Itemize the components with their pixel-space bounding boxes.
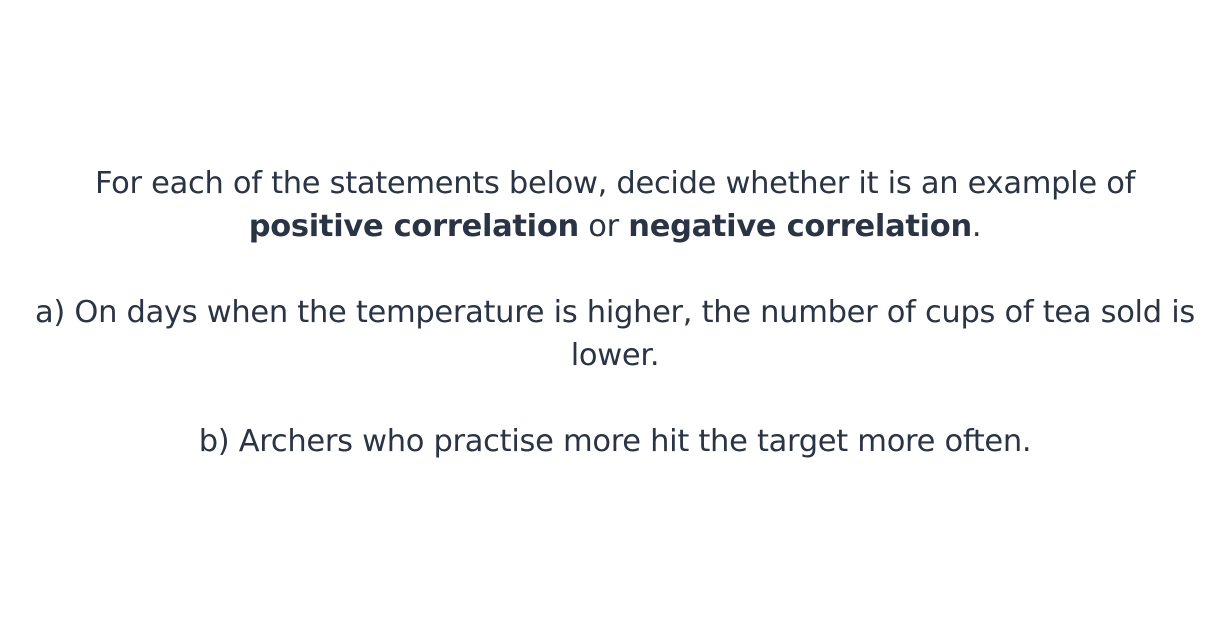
- instruction-suffix: .: [971, 209, 982, 244]
- term-positive-correlation: positive correlation: [248, 209, 579, 244]
- term-negative-correlation: negative correlation: [628, 209, 972, 244]
- instruction-prefix: For each of the statements below, decide…: [94, 166, 1136, 201]
- instruction-text: For each of the statements below, decide…: [0, 162, 1230, 248]
- question-content: For each of the statements below, decide…: [0, 162, 1230, 463]
- statement-b: b) Archers who practise more hit the tar…: [198, 424, 1032, 459]
- statement-a: a) On days when the temperature is highe…: [35, 295, 1195, 373]
- instruction-connector: or: [578, 209, 629, 244]
